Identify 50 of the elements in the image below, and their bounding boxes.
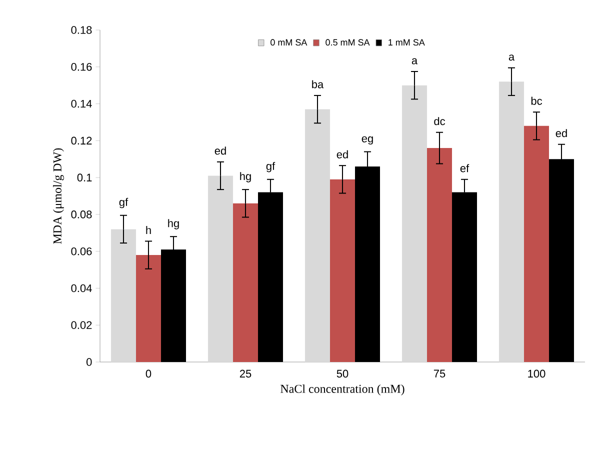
- bar: [233, 203, 258, 362]
- annotation: hg: [240, 172, 251, 182]
- annotation: ed: [556, 129, 567, 138]
- x-tick-label: 75: [434, 370, 446, 378]
- y-tick-label: 0.12: [71, 136, 92, 145]
- bar: [161, 249, 186, 362]
- annotation: ba: [312, 80, 324, 88]
- bar: [402, 85, 428, 362]
- bar: [355, 166, 380, 362]
- y-tick-label: 0.1: [77, 174, 92, 182]
- x-tick-label: 50: [336, 370, 348, 378]
- bar: [499, 82, 524, 362]
- bar: [452, 192, 478, 362]
- annotation: h: [146, 226, 151, 234]
- y-tick-label: 0.06: [71, 247, 92, 256]
- y-tick-label: 0.14: [71, 100, 92, 108]
- x-axis-title: NaCl concentration (mM): [280, 384, 404, 396]
- y-tick-label: 0.18: [71, 26, 92, 34]
- annotation: hg: [168, 219, 179, 230]
- legend-label: 1 mM SA: [388, 39, 425, 46]
- y-tick-label: 0.04: [71, 284, 92, 292]
- annotation: a: [412, 58, 418, 64]
- bar: [330, 179, 356, 362]
- bar: [524, 126, 550, 362]
- annotation: ef: [460, 164, 470, 172]
- annotation: a: [508, 54, 515, 61]
- annotation: ed: [336, 150, 348, 158]
- legend-label: 0.5 mM SA: [326, 39, 370, 46]
- annotation: ed: [214, 146, 226, 155]
- y-tick-label: 0.16: [71, 63, 92, 71]
- y-tick-label: 0.02: [71, 321, 92, 330]
- bar: [427, 148, 452, 362]
- bar: [208, 176, 233, 362]
- y-axis-title: MDA (μmol/g DW): [53, 148, 64, 244]
- x-tick-label: 25: [240, 370, 252, 378]
- bar: [549, 159, 574, 362]
- annotation: bc: [531, 96, 542, 105]
- annotation: gf: [119, 198, 128, 208]
- legend-label: 0 mM SA: [270, 39, 308, 46]
- bar: [136, 255, 161, 362]
- x-tick-label: 0: [146, 370, 152, 378]
- annotation: gf: [266, 162, 276, 172]
- y-tick-label: 0: [86, 358, 92, 366]
- y-tick-label: 0.08: [71, 210, 92, 218]
- x-tick-label: 100: [528, 370, 546, 378]
- bar: [111, 229, 136, 362]
- annotation: eg: [362, 136, 373, 145]
- bar: [305, 109, 330, 362]
- annotation: dc: [434, 117, 446, 126]
- bar: [258, 192, 283, 362]
